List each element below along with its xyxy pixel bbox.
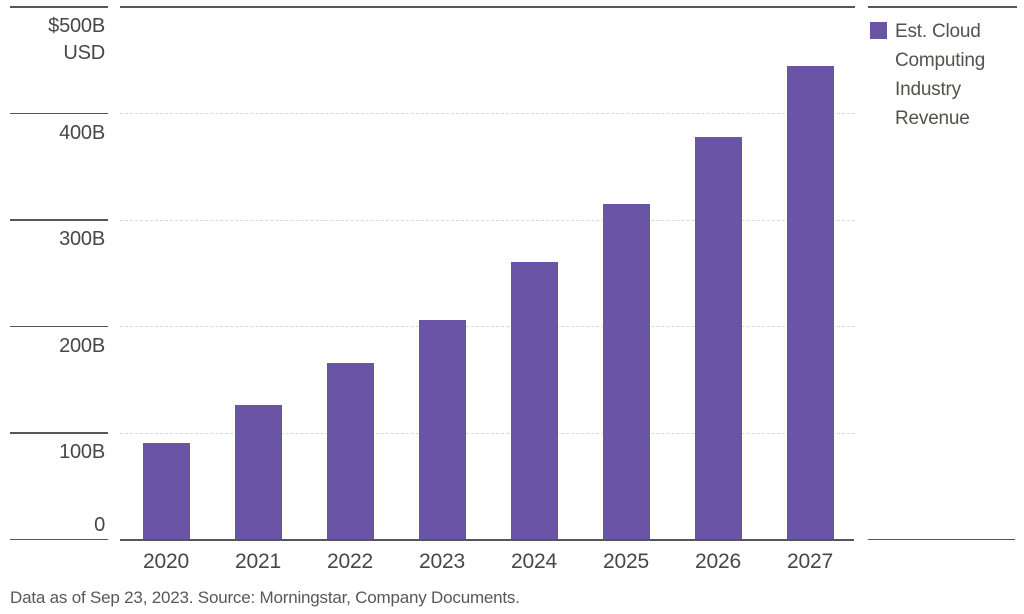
y-axis-tick-line [10, 325, 108, 328]
x-tick-label: 2025 [603, 550, 649, 573]
plot-top-rule [120, 6, 855, 8]
footer-note: Data as of Sep 23, 2023. Source: Morning… [10, 588, 520, 607]
x-tick-label: 2022 [327, 550, 373, 573]
bar-2026 [694, 137, 742, 539]
y-tick-sublabel: USD [63, 42, 105, 64]
bar-2023 [418, 319, 466, 539]
y-axis-tick-line [10, 112, 108, 115]
y-tick-label: 100B [59, 441, 105, 463]
x-tick-label: 2020 [143, 550, 189, 573]
legend-bottom-rule [868, 538, 1015, 540]
bar-2024 [510, 262, 558, 539]
x-tick-label: 2026 [695, 550, 741, 573]
x-tick-label: 2023 [419, 550, 465, 573]
y-tick-label: 0 [94, 513, 105, 536]
bar-2027 [786, 66, 834, 539]
gridline [120, 219, 855, 221]
bar-2021 [234, 404, 282, 539]
gridline [120, 326, 855, 327]
bar-2025 [602, 203, 650, 539]
legend-label: Est. Cloud Computing Industry Revenue [895, 21, 986, 129]
gridline [120, 432, 855, 434]
x-axis-line [120, 538, 854, 541]
x-tick-label: 2027 [787, 550, 833, 573]
y-tick-label: 300B [59, 228, 105, 250]
x-tick-label: 2021 [235, 550, 281, 573]
legend-swatch-icon [870, 22, 887, 39]
y-tick-label: 400B [59, 121, 105, 144]
y-tick-label: 200B [59, 334, 105, 357]
y-axis-tick-line [10, 6, 108, 8]
y-axis-tick-line [10, 538, 108, 541]
gridline [120, 113, 855, 114]
legend-top-rule [868, 6, 1017, 8]
y-axis-tick-line [10, 219, 108, 221]
legend: Est. Cloud Computing Industry Revenue [868, 0, 1024, 614]
y-axis-tick-line [10, 432, 108, 434]
bar-2022 [326, 363, 374, 539]
x-tick-label: 2024 [511, 550, 557, 573]
y-tick-label: $500B USD [0, 13, 105, 67]
bar-2020 [142, 443, 190, 539]
